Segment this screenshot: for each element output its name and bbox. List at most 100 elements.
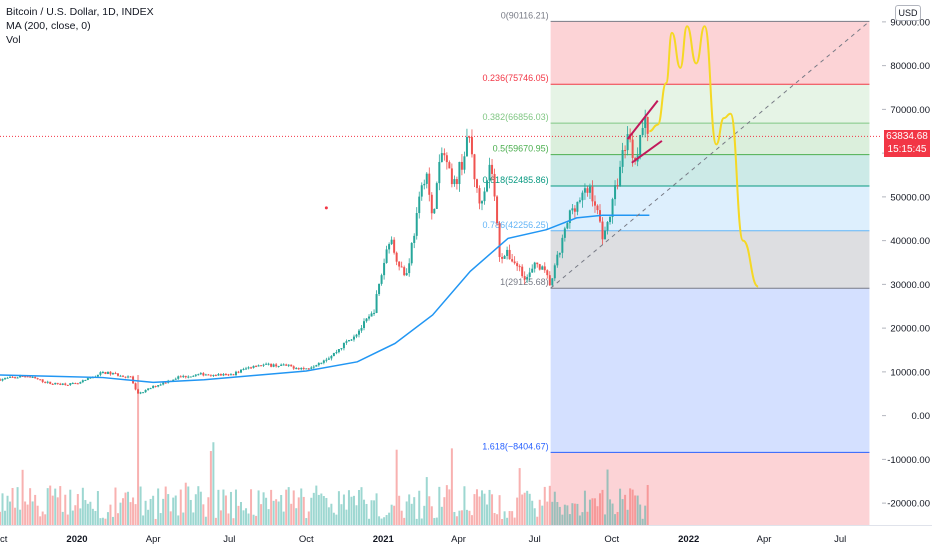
- volume-bar: [16, 487, 19, 525]
- candle-body: [325, 359, 328, 361]
- volume-bar: [76, 494, 79, 525]
- candle-body: [433, 208, 436, 214]
- volume-bar: [252, 514, 255, 525]
- volume-bar: [207, 497, 210, 525]
- volume-bar: [234, 489, 237, 525]
- volume-bar: [240, 502, 243, 525]
- volume-bar: [182, 512, 185, 525]
- x-tick-label: Oct: [0, 534, 8, 545]
- candle-body: [292, 366, 295, 369]
- volume-bar: [636, 495, 639, 525]
- volume-bar: [598, 493, 601, 525]
- volume-bar: [267, 509, 270, 525]
- drawings[interactable]: [324, 20, 870, 289]
- volume-bar: [192, 512, 195, 525]
- x-tick-label: Jul: [529, 534, 541, 545]
- candle-body: [272, 364, 275, 367]
- volume-bar: [305, 518, 308, 525]
- volume-bar: [36, 505, 39, 525]
- candle-body: [368, 316, 371, 319]
- volume-bar: [179, 489, 182, 525]
- volume-bar: [54, 488, 57, 525]
- ma-indicator-label[interactable]: MA (200, close, 0): [6, 20, 91, 32]
- candle-body: [34, 376, 37, 379]
- volume-bar: [99, 518, 102, 525]
- volume-bar: [573, 503, 576, 525]
- volume-bar: [541, 505, 544, 525]
- time-axis-bg: [0, 525, 932, 550]
- fibonacci-retracement[interactable]: 0(90116.21) 0.236(75746.05) 0.382(66856.03…: [482, 10, 870, 525]
- candle-body: [9, 376, 12, 378]
- volume-bar: [265, 497, 268, 525]
- volume-bar: [543, 486, 546, 525]
- volume-bar: [425, 477, 428, 525]
- volume-indicator-label[interactable]: Vol: [6, 34, 21, 46]
- candle-body: [448, 162, 451, 169]
- volume-bar: [31, 501, 34, 525]
- candle-body: [134, 383, 137, 390]
- currency-badge[interactable]: USD: [895, 5, 921, 21]
- volume-bar: [46, 488, 49, 525]
- volume-bar: [450, 448, 453, 525]
- candle-body: [536, 262, 539, 265]
- volume-bar: [1, 493, 4, 525]
- symbol-title[interactable]: Bitcoin / U.S. Dollar, 1D, INDEX: [6, 6, 154, 18]
- volume-bar: [310, 497, 313, 525]
- volume-bar: [342, 494, 345, 525]
- candle-body: [11, 376, 14, 378]
- volume-bar: [104, 518, 107, 525]
- candle-body: [501, 256, 504, 259]
- volume-bar: [29, 488, 32, 525]
- candle-body: [561, 237, 564, 253]
- volume-bar: [199, 491, 202, 525]
- candle-body: [61, 383, 64, 385]
- candle-body: [127, 376, 130, 378]
- volume-bar: [561, 514, 564, 525]
- candle-body: [49, 381, 52, 384]
- fib-zone: [550, 154, 870, 186]
- candle-body: [355, 334, 358, 337]
- candle-body: [307, 368, 310, 370]
- volume-bar: [84, 500, 87, 525]
- candle-body: [282, 364, 285, 366]
- volume-bar: [508, 511, 511, 525]
- volume-bar: [350, 496, 353, 525]
- candle-body: [214, 375, 217, 377]
- candlesticks: [0, 109, 649, 395]
- volume-bar: [129, 502, 132, 525]
- candle-body: [250, 367, 253, 369]
- volume-bar: [224, 495, 227, 525]
- candle-body: [340, 348, 343, 350]
- candle-body: [305, 368, 308, 370]
- volume-bar: [257, 490, 260, 525]
- candle-body: [104, 372, 107, 374]
- candle-body: [415, 213, 418, 236]
- candle-body: [518, 266, 521, 268]
- candle-body: [275, 364, 278, 367]
- candle-body: [646, 116, 649, 134]
- volume-bar: [501, 518, 504, 525]
- volume-bar: [606, 469, 609, 525]
- fib-level-label: 0.5(59670.95): [493, 144, 549, 154]
- volume-bar: [282, 511, 285, 525]
- volume-bar: [455, 516, 458, 525]
- fib-level-label: 0.236(75746.05): [483, 73, 549, 83]
- volume-bar: [380, 518, 383, 525]
- volume-bar: [169, 511, 172, 525]
- volume-bar: [591, 498, 594, 525]
- volume-bar: [56, 497, 59, 525]
- candle-body: [96, 374, 99, 377]
- candle-body: [262, 364, 265, 366]
- y-tick-label: 40000.00: [890, 236, 930, 247]
- candle-body: [609, 216, 612, 223]
- candle-body: [116, 373, 119, 376]
- volume-bar: [370, 500, 373, 525]
- candle-body: [247, 367, 250, 369]
- volume-bar: [533, 508, 536, 525]
- candle-body: [380, 275, 383, 284]
- x-tick-label: Jul: [223, 534, 235, 545]
- candle-body: [425, 173, 428, 184]
- volume-bar: [478, 496, 481, 525]
- candle-body: [506, 249, 509, 256]
